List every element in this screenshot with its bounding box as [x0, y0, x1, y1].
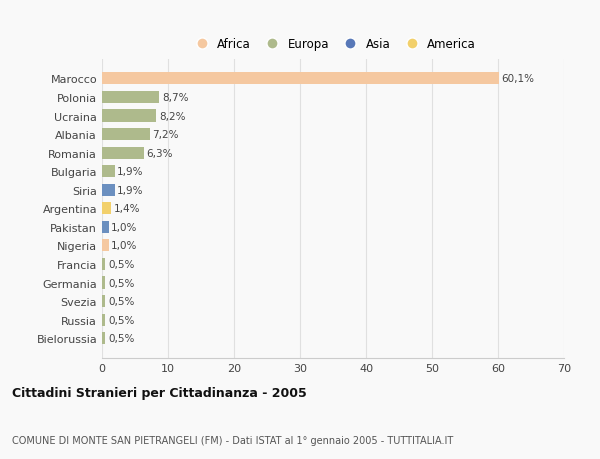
Text: 1,0%: 1,0%	[111, 241, 137, 251]
Bar	[102, 129, 149, 141]
Text: Cittadini Stranieri per Cittadinanza - 2005: Cittadini Stranieri per Cittadinanza - 2…	[12, 386, 307, 399]
Text: 0,5%: 0,5%	[108, 315, 134, 325]
Bar	[102, 221, 109, 233]
Text: 1,0%: 1,0%	[111, 222, 137, 232]
Bar	[102, 92, 160, 104]
Bar	[102, 314, 106, 326]
Bar	[102, 203, 111, 215]
Bar	[102, 240, 109, 252]
Bar	[102, 73, 499, 85]
Text: 0,5%: 0,5%	[108, 333, 134, 343]
Text: 1,9%: 1,9%	[117, 185, 143, 196]
Text: COMUNE DI MONTE SAN PIETRANGELI (FM) - Dati ISTAT al 1° gennaio 2005 - TUTTITALI: COMUNE DI MONTE SAN PIETRANGELI (FM) - D…	[12, 435, 453, 445]
Text: 0,5%: 0,5%	[108, 278, 134, 288]
Text: 60,1%: 60,1%	[502, 74, 534, 84]
Text: 8,2%: 8,2%	[159, 111, 185, 121]
Bar	[102, 147, 143, 159]
Bar	[102, 185, 115, 196]
Bar	[102, 110, 156, 122]
Text: 1,9%: 1,9%	[117, 167, 143, 177]
Text: 6,3%: 6,3%	[146, 148, 173, 158]
Text: 7,2%: 7,2%	[152, 130, 179, 140]
Text: 8,7%: 8,7%	[162, 93, 188, 103]
Legend: Africa, Europa, Asia, America: Africa, Europa, Asia, America	[188, 36, 478, 53]
Bar	[102, 166, 115, 178]
Text: 0,5%: 0,5%	[108, 259, 134, 269]
Bar	[102, 296, 106, 308]
Text: 0,5%: 0,5%	[108, 297, 134, 307]
Bar	[102, 258, 106, 270]
Bar	[102, 332, 106, 344]
Text: 1,4%: 1,4%	[114, 204, 140, 214]
Bar	[102, 277, 106, 289]
